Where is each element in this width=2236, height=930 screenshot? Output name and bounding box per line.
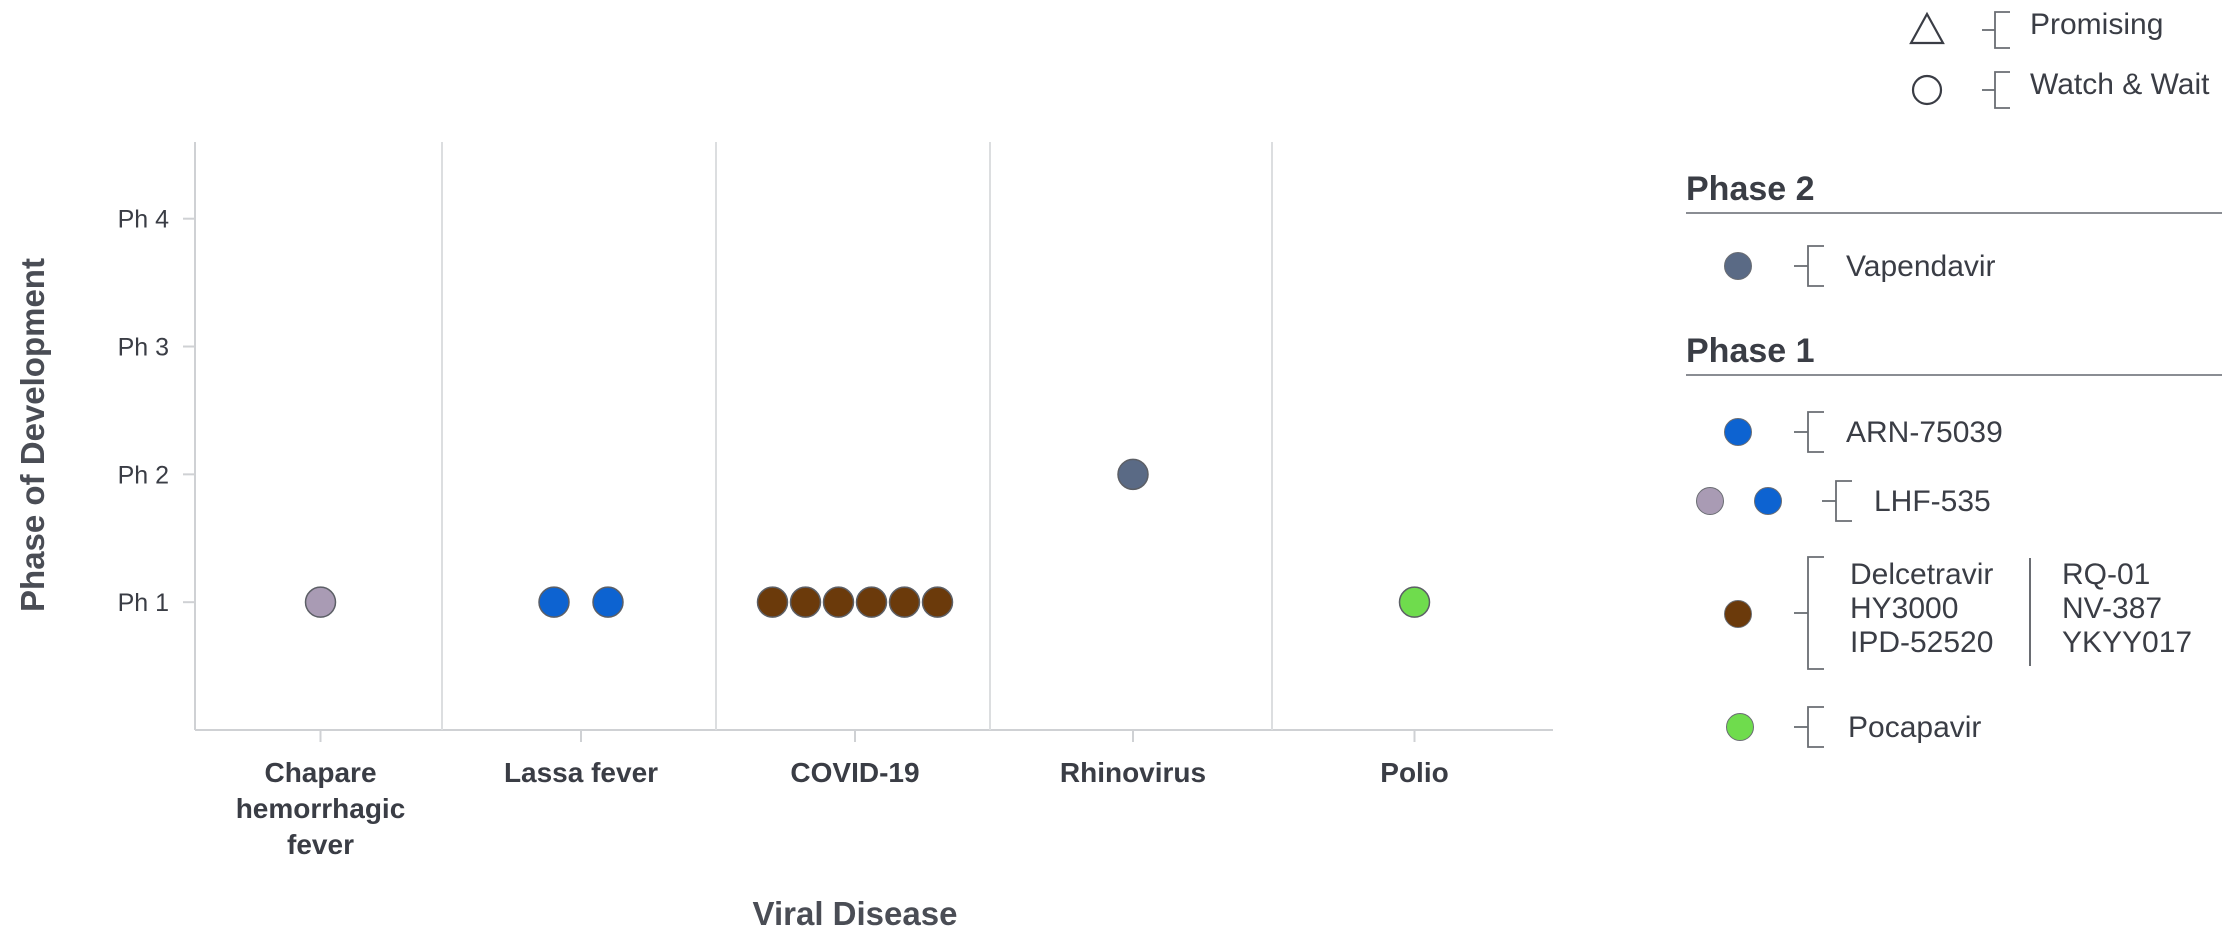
x-tick-label: Rhinovirus	[1060, 757, 1206, 788]
legend-label-watch-wait: Watch & Wait	[2030, 68, 2210, 101]
y-tick-label: Ph 4	[118, 206, 170, 234]
data-point	[304, 586, 337, 618]
x-tick-label: Polio	[1380, 757, 1448, 788]
data-point	[789, 586, 822, 618]
legend-label-promising: Promising	[2030, 8, 2164, 41]
bracket-icon	[1794, 556, 1824, 670]
x-axis-title: Viral Disease	[753, 895, 958, 930]
shape-legend: Promising Watch & Wait	[1900, 0, 2230, 130]
column-divider	[2029, 558, 2031, 666]
phase-2-heading: Phase 2	[1686, 170, 1815, 208]
phase-1-divider	[1686, 374, 2222, 376]
legend-dot	[1696, 487, 1724, 515]
bracket-icon	[1794, 411, 1824, 453]
legend-dot	[1724, 600, 1752, 628]
data-point	[538, 586, 570, 618]
legend-label-ykyy017: YKYY017	[2062, 626, 2193, 659]
bracket-icon	[1794, 706, 1824, 748]
legend-label-arn-75039: ARN-75039	[1846, 416, 2003, 449]
triangle-icon	[1909, 11, 2010, 49]
data-point	[592, 586, 624, 618]
legend-label-delcetravir: Delcetravir	[1850, 558, 1994, 591]
legend-item-promising: Promising	[1900, 2, 2230, 52]
legend-label-lhf-535: LHF-535	[1874, 485, 1991, 518]
legend-label-vapendavir: Vapendavir	[1846, 250, 1996, 283]
x-tick-label: COVID-19	[790, 757, 919, 788]
data-point	[855, 586, 888, 618]
y-tick-label: Ph 1	[118, 589, 169, 617]
drug-legend-panel: Phase 2 Vapendavir Phase 1 ARN-75039 LHF…	[1686, 160, 2222, 780]
data-point	[822, 586, 855, 618]
data-point	[756, 586, 789, 618]
legend-dot	[1726, 713, 1754, 741]
phase-2-divider	[1686, 212, 2222, 214]
bracket-icon	[1822, 480, 1852, 522]
y-tick-label: Ph 3	[118, 334, 169, 362]
legend-dot	[1724, 418, 1752, 446]
legend-label-hy3000: HY3000	[1850, 592, 1959, 625]
y-axis-title: Phase of Development	[14, 258, 51, 612]
legend-item-watch-wait: Watch & Wait	[1900, 62, 2230, 112]
x-tick-label: fever	[287, 829, 354, 860]
phase-1-heading: Phase 1	[1686, 332, 1815, 370]
chart-plot: Chapare hemorrhagic fever Lassa fever COVID-…	[14, 142, 1553, 930]
legend-dot	[1724, 252, 1752, 280]
data-point	[1398, 586, 1431, 618]
legend-label-rq-01: RQ-01	[2062, 558, 2151, 591]
data-point	[888, 586, 921, 618]
bracket-icon	[1794, 245, 1824, 287]
legend-label-pocapavir: Pocapavir	[1848, 711, 1982, 744]
y-tick-label: Ph 2	[118, 461, 169, 489]
data-point	[1117, 458, 1149, 491]
legend-dot	[1754, 487, 1782, 515]
circle-outline-icon	[1911, 71, 2010, 109]
data-point	[921, 586, 954, 618]
x-tick-label: hemorrhagic	[236, 793, 406, 824]
x-tick-label: Chapare	[264, 757, 376, 788]
legend-label-ipd-52520: IPD-52520	[1850, 626, 1994, 659]
legend-label-nv-387: NV-387	[2062, 592, 2163, 625]
x-tick-label: Lassa fever	[504, 757, 658, 788]
